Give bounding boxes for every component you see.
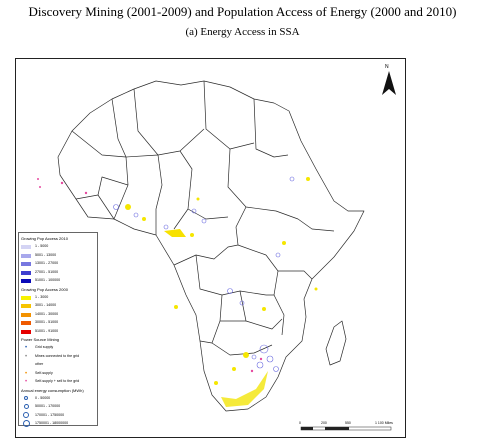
north-arrow-icon bbox=[382, 71, 396, 95]
legend-item: • Self-supply + sell to the grid bbox=[24, 379, 80, 386]
legend-item: 1 - 3000 bbox=[21, 294, 95, 303]
madagascar-outline bbox=[325, 320, 347, 366]
map-subtitle: (a) Energy Access in SSA bbox=[185, 26, 300, 38]
north-label: N bbox=[385, 64, 389, 70]
scale-bar-graphic bbox=[300, 426, 392, 431]
legend-item: 14001 - 30000 bbox=[21, 311, 95, 320]
legend-item: 30001 - 51000 bbox=[21, 319, 95, 328]
legend-item: • Mines connected to the grid bbox=[24, 353, 80, 360]
scale-tick-3: 1 100 Miles bbox=[375, 421, 393, 425]
legend-item: 27001 - 51000 bbox=[21, 269, 95, 278]
access-2010-layer bbox=[113, 176, 295, 372]
africa-outline bbox=[57, 80, 365, 412]
legend-heading-2010: Growing Pop Access 2010 bbox=[21, 236, 68, 241]
legend-heading-mining: Power Source Mining bbox=[21, 337, 60, 342]
africa-map bbox=[37, 80, 365, 412]
legend-item: 51001 - 100000 bbox=[21, 277, 95, 286]
map-legend: Growing Pop Access 2010 1 - 5000 5001 - … bbox=[18, 232, 98, 429]
legend-item: 0 - 50000 bbox=[21, 395, 95, 404]
legend-item: 1750001 - 18000000 bbox=[21, 419, 95, 429]
legend-item: • Grid supply bbox=[24, 345, 54, 352]
south-coast-yellow bbox=[221, 371, 268, 407]
legend-item: 3001 - 14000 bbox=[21, 302, 95, 311]
scale-tick-0: 0 bbox=[299, 421, 301, 425]
legend-item: 170001 - 1750000 bbox=[21, 411, 95, 421]
mining-points-layer bbox=[37, 178, 263, 373]
legend-heading-consumption: Annual energy consumption (MWh) bbox=[21, 387, 84, 393]
scale-tick-1: 200 bbox=[321, 421, 327, 425]
legend-heading-2000: Growing Pop Access 2000 bbox=[21, 286, 68, 292]
scale-tick-2: 550 bbox=[345, 421, 351, 425]
legend-item: 1 - 5000 bbox=[21, 243, 95, 252]
map-title: Discovery Mining (2001-2009) and Populat… bbox=[28, 4, 457, 19]
legend-item: 5001 - 13000 bbox=[21, 252, 95, 261]
legend-item: 51001 - 91000 bbox=[21, 328, 95, 337]
scale-bar: 0 200 550 1 100 Miles bbox=[299, 421, 395, 433]
legend-item: 13001 - 27000 bbox=[21, 260, 95, 269]
legend-item: • Self-supply bbox=[24, 370, 53, 377]
legend-item: 50001 - 170000 bbox=[21, 403, 95, 412]
access-2000-layer bbox=[125, 177, 318, 407]
coastal-yellow-patch bbox=[164, 229, 186, 237]
legend-item: other bbox=[35, 362, 44, 367]
